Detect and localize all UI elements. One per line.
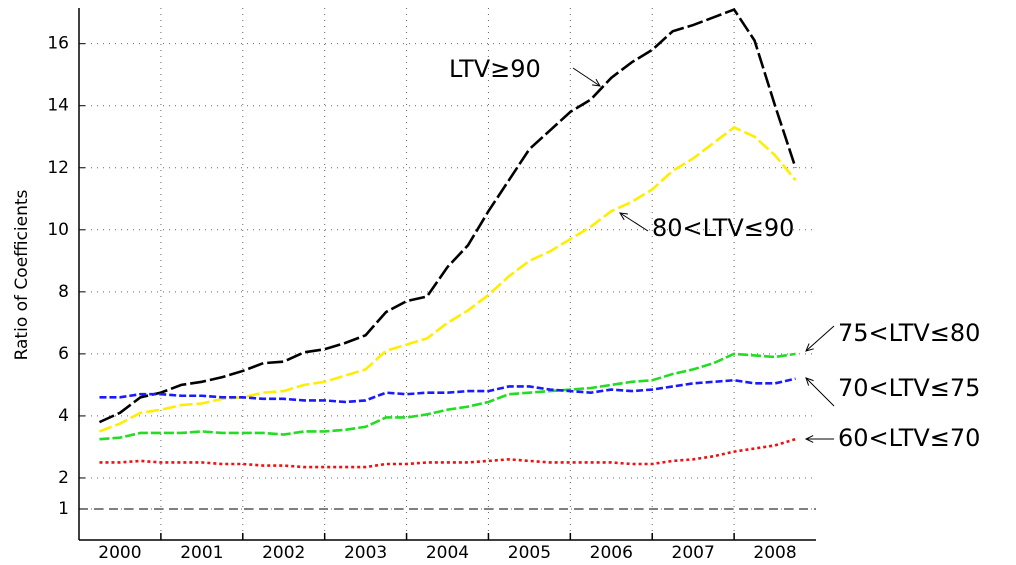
y-tick-label: 12 bbox=[47, 158, 69, 178]
series-label: LTV≥90 bbox=[449, 55, 541, 83]
arrow-head bbox=[804, 435, 814, 443]
series-label: 70<LTV≤75 bbox=[838, 374, 980, 402]
x-tick-label: 2003 bbox=[344, 543, 387, 561]
series-line bbox=[99, 352, 796, 441]
y-tick-label: 10 bbox=[47, 220, 69, 240]
x-tick-label: 2000 bbox=[98, 543, 141, 561]
x-tick-label: 2006 bbox=[590, 543, 633, 561]
x-tick-label: 2007 bbox=[672, 543, 715, 561]
arrow-head bbox=[805, 377, 814, 386]
series-label: 80<LTV≤90 bbox=[652, 214, 794, 242]
series-label: 75<LTV≤80 bbox=[838, 319, 980, 347]
y-tick-label: 6 bbox=[58, 344, 69, 364]
series-line bbox=[99, 437, 796, 469]
y-tick-label: 4 bbox=[58, 406, 69, 426]
arrow-head bbox=[619, 212, 629, 221]
x-tick-label: 2001 bbox=[180, 543, 223, 561]
arrow-head bbox=[805, 343, 814, 352]
series-line bbox=[99, 377, 796, 404]
arrow-head bbox=[592, 78, 601, 87]
y-tick-label: 8 bbox=[58, 282, 69, 302]
y-tick-label: 1 bbox=[58, 499, 69, 519]
y-tick-label: 2 bbox=[58, 468, 69, 488]
series-line bbox=[98, 7, 797, 424]
annotation-arrow bbox=[805, 377, 835, 407]
x-tick-label: 2002 bbox=[262, 543, 305, 561]
series-line bbox=[99, 125, 797, 433]
y-tick-label: 16 bbox=[47, 34, 69, 54]
x-tick-label: 2005 bbox=[508, 543, 551, 561]
x-tick-label: 2004 bbox=[426, 543, 469, 561]
y-axis-label: Ratio of Coefficients bbox=[12, 189, 32, 360]
y-tick-label: 14 bbox=[47, 96, 69, 116]
annotation-arrow bbox=[619, 212, 649, 232]
annotation-arrow bbox=[572, 67, 601, 87]
x-tick-label: 2008 bbox=[753, 543, 796, 561]
annotation-arrow bbox=[805, 325, 835, 352]
series-label: 60<LTV≤70 bbox=[838, 424, 980, 452]
